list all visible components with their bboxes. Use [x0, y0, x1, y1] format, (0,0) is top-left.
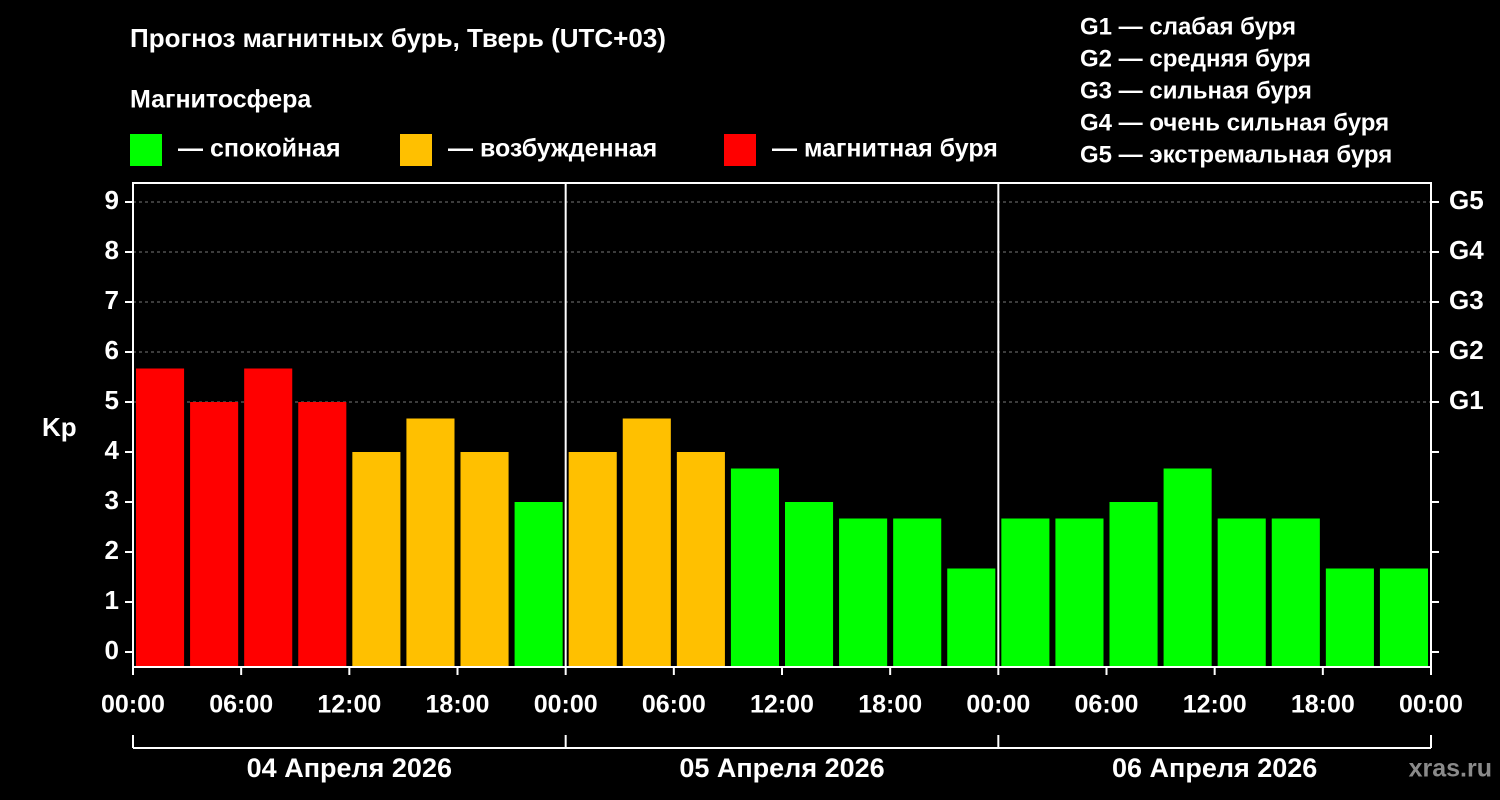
- legend-label: — возбужденная: [448, 135, 657, 163]
- bar: [1379, 568, 1428, 667]
- bar: [514, 502, 563, 667]
- bar: [1325, 568, 1374, 667]
- g-scale-entry: G5 — экстремальная буря: [1080, 141, 1392, 168]
- chart-title: Прогноз магнитных бурь, Тверь (UTC+03): [130, 23, 666, 53]
- y-tick-label: 8: [105, 235, 119, 265]
- x-tick-label: 00:00: [966, 691, 1030, 719]
- y-tick-label: 7: [105, 285, 119, 315]
- bar: [1109, 502, 1158, 667]
- x-tick-label: 00:00: [534, 691, 598, 719]
- bar: [1055, 518, 1104, 667]
- x-tick-label: 06:00: [642, 691, 706, 719]
- bar: [947, 568, 996, 667]
- legend-swatch: [400, 134, 432, 166]
- bar: [730, 468, 779, 667]
- g-scale-entry: G2 — средняя буря: [1080, 45, 1311, 72]
- y-tick-label: 3: [105, 485, 119, 515]
- bar: [406, 418, 455, 667]
- y-tick-label: 2: [105, 535, 119, 565]
- g-scale-entry: G3 — сильная буря: [1080, 77, 1312, 104]
- watermark: xras.ru: [1409, 755, 1492, 783]
- bar: [352, 452, 401, 667]
- x-tick-label: 18:00: [1291, 691, 1355, 719]
- y2-tick-label: G1: [1449, 385, 1484, 415]
- bar: [244, 368, 293, 667]
- bar: [136, 368, 185, 667]
- x-tick-label: 18:00: [858, 691, 922, 719]
- bar: [893, 518, 942, 667]
- bar: [839, 518, 888, 667]
- bar: [190, 402, 239, 667]
- x-tick-label: 06:00: [1075, 691, 1139, 719]
- y2-tick-label: G4: [1449, 235, 1484, 265]
- x-tick-label: 06:00: [209, 691, 273, 719]
- bar: [622, 418, 671, 667]
- bar: [298, 402, 347, 667]
- x-tick-label: 18:00: [426, 691, 490, 719]
- y-tick-label: 9: [105, 185, 119, 215]
- y2-tick-label: G3: [1449, 285, 1484, 315]
- bar: [1001, 518, 1050, 667]
- x-tick-label: 00:00: [1399, 691, 1463, 719]
- x-tick-label: 12:00: [1183, 691, 1247, 719]
- bar: [460, 452, 509, 667]
- y2-tick-label: G5: [1449, 185, 1484, 215]
- y-tick-label: 0: [105, 635, 119, 665]
- bar: [568, 452, 617, 667]
- legend-title: Магнитосфера: [130, 86, 312, 114]
- bar: [1163, 468, 1212, 667]
- y-tick-label: 1: [105, 585, 119, 615]
- legend-label: — спокойная: [178, 135, 341, 163]
- y-tick-label: 4: [105, 435, 120, 465]
- bar: [1217, 518, 1266, 667]
- x-tick-label: 12:00: [750, 691, 814, 719]
- day-label: 04 Апреля 2026: [247, 753, 452, 783]
- g-scale-entry: G1 — слабая буря: [1080, 13, 1296, 40]
- y-tick-label: 5: [105, 385, 119, 415]
- x-tick-label: 12:00: [317, 691, 381, 719]
- y-axis-label: Kp: [42, 412, 77, 442]
- legend-swatch: [724, 134, 756, 166]
- legend-label: — магнитная буря: [772, 135, 998, 163]
- day-label: 06 Апреля 2026: [1112, 753, 1317, 783]
- bar: [1271, 518, 1320, 667]
- day-label: 05 Апреля 2026: [679, 753, 884, 783]
- legend-swatch: [130, 134, 162, 166]
- g-scale-entry: G4 — очень сильная буря: [1080, 109, 1389, 136]
- x-tick-label: 00:00: [101, 691, 165, 719]
- y2-tick-label: G2: [1449, 335, 1484, 365]
- bar: [676, 452, 725, 667]
- y-tick-label: 6: [105, 335, 119, 365]
- bar: [785, 502, 834, 667]
